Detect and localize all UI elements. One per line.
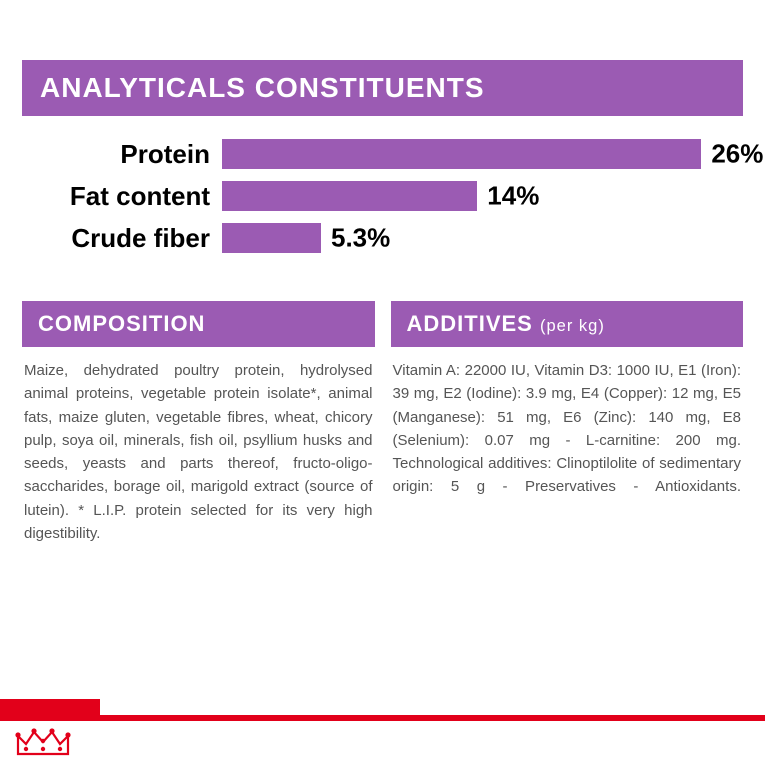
bar-fill [222,139,701,169]
bar-value: 5.3% [331,223,390,254]
analyticals-header: ANALYTICALS CONSTITUENTS [22,60,743,116]
composition-header: COMPOSITION [22,301,375,347]
composition-section: COMPOSITION Maize, dehydrated poultry pr… [22,301,375,545]
chart-label: Protein [22,139,222,170]
analyticals-chart: Protein26%Fat content14%Crude fiber5.3% [22,136,743,256]
chart-row: Fat content 14% [22,178,743,214]
chart-label: Fat content [22,181,222,212]
additives-body: Vitamin A: 22000 IU, Vitamin D3: 1000 IU… [391,359,744,499]
chart-row: Crude fiber 5.3% [22,220,743,256]
analyticals-header-text: ANALYTICALS CONSTITUENTS [40,72,485,103]
lower-sections: COMPOSITION Maize, dehydrated poultry pr… [22,301,743,545]
bar-value: 26% [711,139,763,170]
additives-header: ADDITIVES (per kg) [391,301,744,347]
composition-body: Maize, dehydrated poultry protein, hydro… [22,359,375,545]
bar-fill [222,223,321,253]
bar-track: 5.3% [222,223,743,253]
additives-header-text: ADDITIVES [407,311,533,336]
chart-label: Crude fiber [22,223,222,254]
bar-fill [222,181,477,211]
footer-white-bar [0,721,765,765]
footer [0,715,765,765]
additives-header-sub: (per kg) [540,317,605,335]
bar-track: 14% [222,181,743,211]
crown-icon [14,726,72,760]
additives-section: ADDITIVES (per kg) Vitamin A: 22000 IU, … [391,301,744,545]
bar-track: 26% [222,139,743,169]
footer-red-stripe [0,715,765,721]
chart-row: Protein26% [22,136,743,172]
composition-header-text: COMPOSITION [38,311,205,336]
analyticals-section: ANALYTICALS CONSTITUENTS Protein26%Fat c… [22,60,743,256]
bar-value: 14% [487,181,539,212]
